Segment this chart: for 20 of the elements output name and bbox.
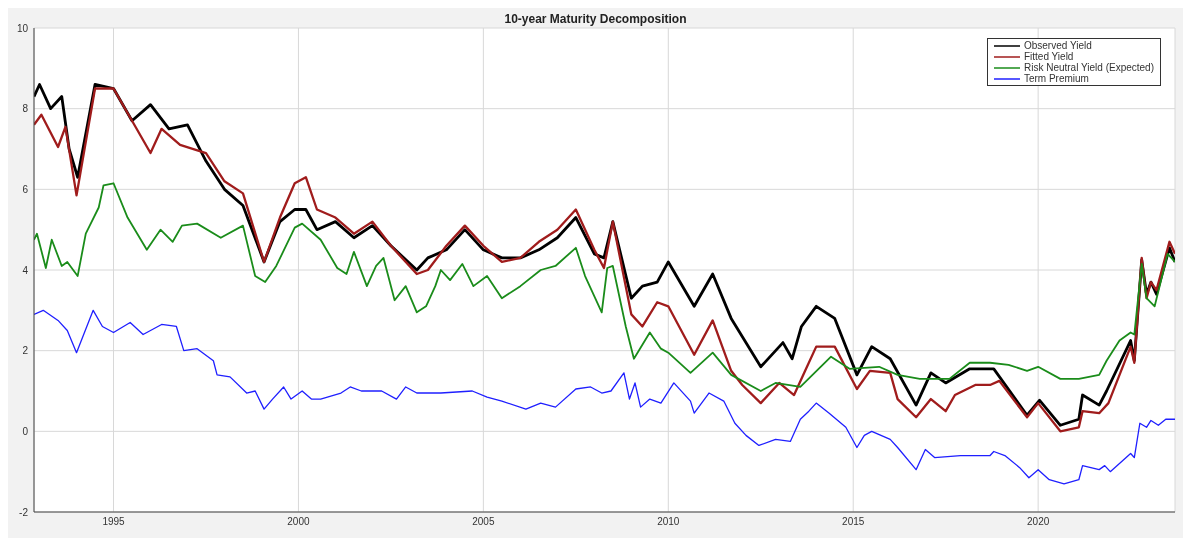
y-tick-label: 6 [22, 183, 29, 195]
x-tick-label: 2015 [842, 516, 865, 528]
chart-title: 10-year Maturity Decomposition [504, 12, 687, 26]
y-tick-label: 10 [16, 22, 29, 34]
y-tick-label: 2 [22, 345, 29, 357]
x-tick-label: 2020 [1027, 516, 1050, 528]
legend-label: Observed Yield [1023, 40, 1092, 51]
legend-label: Term Premium [1023, 73, 1089, 84]
line-series [34, 309, 1175, 485]
legend-label: Fitted Yield [1023, 51, 1074, 62]
x-tick-label: 2005 [472, 516, 495, 528]
legend-label: Risk Neutral Yield (Expected) [1023, 62, 1154, 73]
x-tick-label: 1995 [102, 516, 126, 528]
y-tick-label: 0 [22, 425, 29, 437]
y-tick-label: -2 [19, 506, 29, 518]
y-tick-label: 8 [22, 103, 29, 115]
x-tick-label: 2010 [657, 516, 680, 528]
y-tick-label: 4 [22, 264, 29, 276]
line-series [34, 182, 1175, 392]
x-tick-label: 2000 [287, 516, 311, 528]
